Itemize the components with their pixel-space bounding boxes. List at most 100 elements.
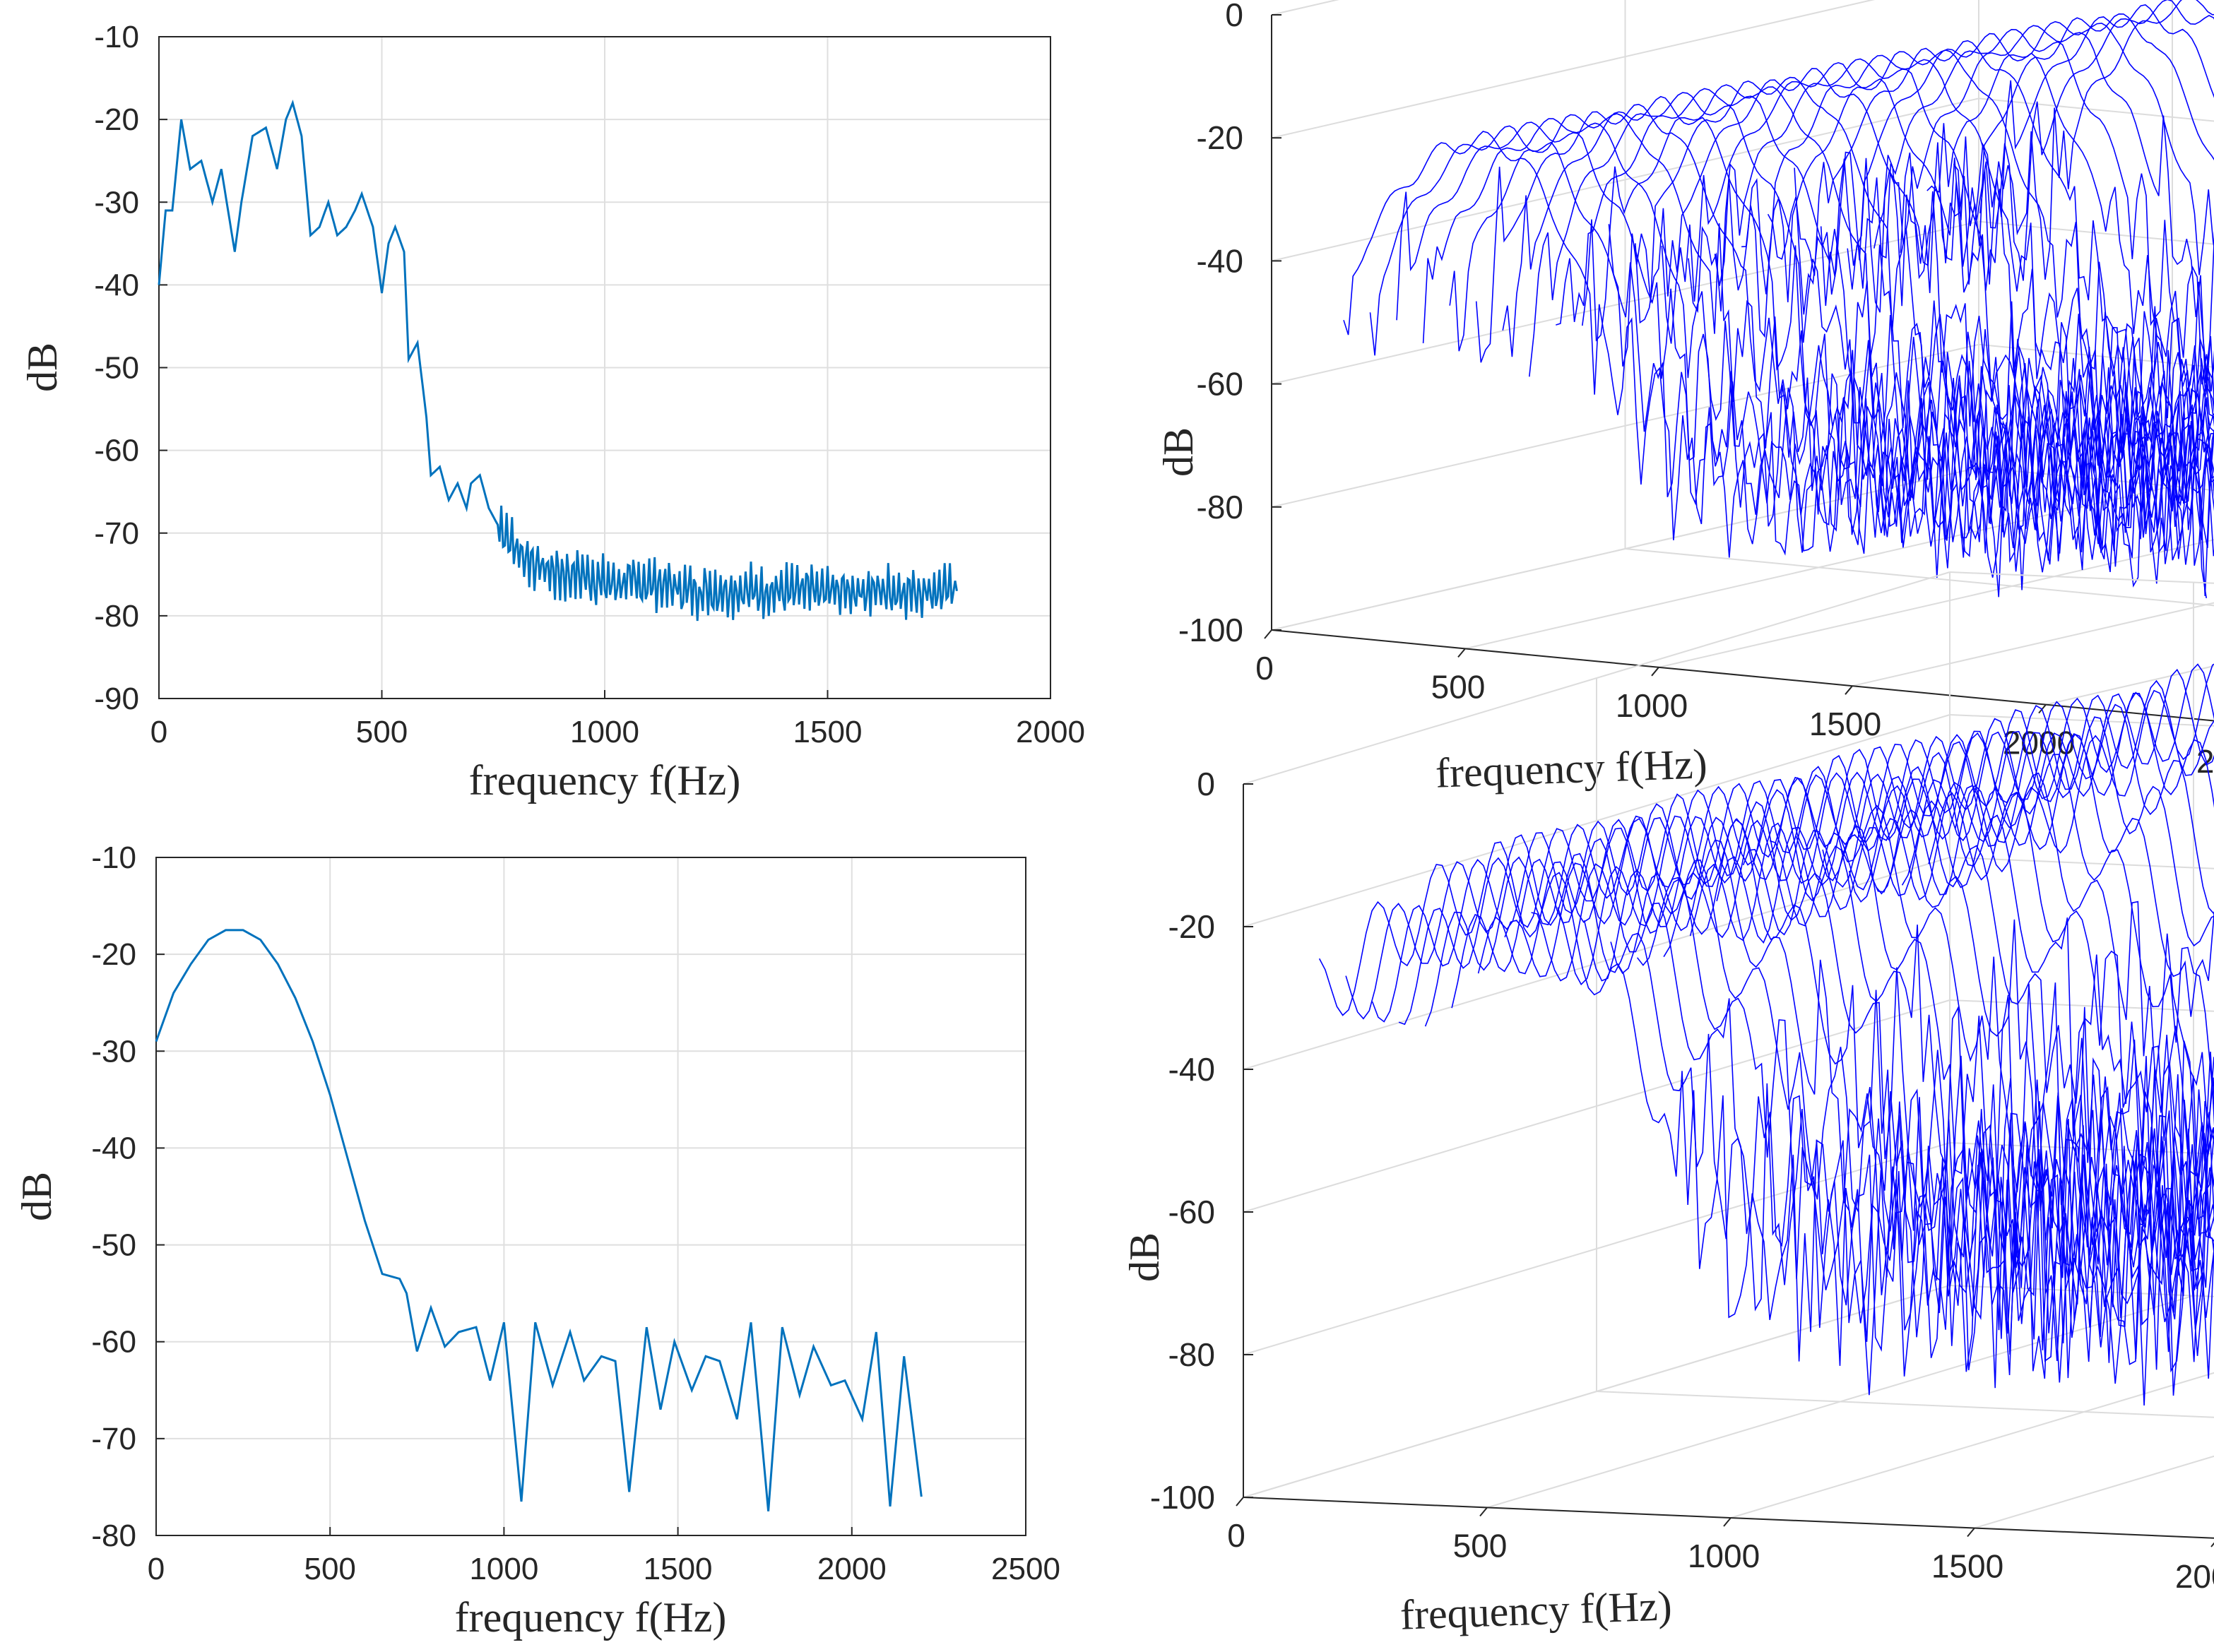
y-tick-label: -40 <box>91 1131 136 1165</box>
waterfall-series-line <box>1820 28 2214 392</box>
waterfall-series-line <box>1901 668 2214 889</box>
waterfall-series-line <box>1661 61 2214 501</box>
waterfall-series-line <box>1610 754 2214 1254</box>
plot-bottom-left-series-line <box>155 929 923 1511</box>
x-tick-mark <box>2210 1542 2214 1547</box>
plot-top-left: 0 500 1000 1500 2000 -90 -80 -70 -60 -50 -40 -30 -20… <box>19 20 1085 804</box>
z-tick-label: -60 <box>1168 1194 1215 1230</box>
z-tick-label: -100 <box>1150 1479 1215 1516</box>
waterfall-series-line <box>1451 803 2214 1350</box>
plot-bottom-right-series-lines <box>1318 663 2214 1406</box>
y-tick-label: -20 <box>94 102 139 137</box>
x-axis-line <box>1271 629 2214 722</box>
y-tick-label: -30 <box>91 1034 136 1069</box>
plot-top-right-xlabel: frequency f(Hz) <box>1435 740 1708 796</box>
plot-bottom-right-xlabel: frequency f(Hz) <box>1399 1582 1673 1638</box>
x-tick-label: 1000 <box>1616 687 1688 724</box>
z-tick-label: -40 <box>1197 242 1243 279</box>
back-wall-gridline <box>1978 220 2214 245</box>
x-tick-label: 1500 <box>644 1552 713 1586</box>
waterfall-series-line <box>1424 815 2214 1370</box>
plot-top-left-ticks: 0 500 1000 1500 2000 -90 -80 -70 -60 -50 -40 -30 -20… <box>94 20 1085 749</box>
waterfall-series-line <box>1954 663 2214 873</box>
plot-top-left-ylabel: dB <box>19 343 66 392</box>
x-axis-line <box>1243 1497 2214 1539</box>
y-tick-label: -10 <box>94 20 139 54</box>
y-tick-label: -10 <box>91 840 136 875</box>
plot-top-left-series-line <box>158 99 958 622</box>
waterfall-series-line <box>1847 25 2214 384</box>
waterfall-series-line <box>1636 749 2214 1254</box>
waterfall-series-line <box>1716 730 2214 1135</box>
y-tick-label: -50 <box>91 1228 136 1263</box>
x-tick-label: 1000 <box>1688 1538 1760 1574</box>
x-tick-label: 1500 <box>1931 1548 2003 1585</box>
floor-gridline <box>1625 548 2214 607</box>
plot-bottom-right-ylabel: dB <box>1121 1232 1168 1282</box>
waterfall-series-line <box>1635 68 2214 504</box>
y-tick-label: -60 <box>91 1325 136 1360</box>
x-tick-mark <box>1651 667 1659 677</box>
z-tick-label: -80 <box>1168 1336 1215 1373</box>
x-tick-label: 1500 <box>793 715 863 749</box>
y-tick-label: -70 <box>94 516 139 551</box>
waterfall-series-line <box>1873 20 2214 307</box>
z-tick-label: -100 <box>1178 612 1243 648</box>
x-tick-label: 1000 <box>570 715 639 749</box>
plot-top-right-waterfall: 05001000150020002500010200-20-40-60-80-1… <box>1155 0 2214 797</box>
floor-gridline <box>1974 1455 2214 1529</box>
y-tick-label: -60 <box>94 434 139 468</box>
y-tick-label: -80 <box>91 1519 136 1553</box>
back-wall-gridline <box>1978 97 2214 122</box>
plot-bottom-left-ticks: 0 500 1000 1500 2000 2500 -80 -70 -60 -50 -40 -30 -2… <box>91 840 1060 1586</box>
x-tick-label: 2000 <box>2175 1558 2214 1595</box>
floor-gridline <box>1596 1391 2214 1418</box>
floor-gridline <box>1658 539 2214 668</box>
floor-gridline <box>2045 665 2214 706</box>
x-tick-mark <box>1845 685 1853 695</box>
waterfall-series-line <box>1979 0 2214 285</box>
waterfall-series-line <box>1557 777 2214 1330</box>
x-tick-label: 500 <box>1431 668 1486 705</box>
waterfall-series-line <box>1531 785 2214 1320</box>
plot-top-right-ticks: 05001000150020002500010200-20-40-60-80-1… <box>1178 0 2214 780</box>
waterfall-series-line <box>1875 679 2214 896</box>
waterfall-series-line <box>1741 49 2214 467</box>
waterfall-series-line <box>1953 0 2214 281</box>
waterfall-series-line <box>1396 121 2214 596</box>
x-tick-label: 2500 <box>991 1552 1060 1586</box>
back-wall-gridline <box>1949 714 2214 727</box>
waterfall-series-line <box>1556 88 2214 540</box>
waterfall-series-line <box>1343 131 2181 598</box>
y-tick-label: -40 <box>94 268 139 302</box>
plot-bottom-left-xlabel: frequency f(Hz) <box>455 1594 727 1641</box>
y-tick-label: -70 <box>91 1422 136 1456</box>
waterfall-series-line <box>1477 793 2214 1353</box>
waterfall-series-line <box>1795 704 2214 947</box>
plot-bottom-right-ticks: 0500100015002000010200-20-40-60-80-100 <box>1150 766 2214 1595</box>
x-tick-label: 500 <box>356 715 408 749</box>
waterfall-series-line <box>1794 32 2214 421</box>
plot-bottom-right-axes-box <box>1243 571 2214 1539</box>
waterfall-series-line <box>1689 741 2214 1237</box>
waterfall-series-line <box>1928 663 2214 881</box>
x-tick-label: 0 <box>1227 1517 1245 1554</box>
plot-top-right-ylabel: dB <box>1155 427 1202 477</box>
z-tick-label: -80 <box>1197 489 1243 525</box>
y-tick-label: -30 <box>94 185 139 220</box>
z-tick-label: -60 <box>1197 366 1243 403</box>
back-wall-gridline <box>1949 571 2214 584</box>
y-tick-label: -50 <box>94 351 139 386</box>
waterfall-series-line <box>1769 708 2214 1017</box>
waterfall-series-line <box>1900 13 2214 280</box>
plot-bottom-right-waterfall: 0500100015002000010200-20-40-60-80-100 f… <box>1121 571 2214 1639</box>
z-tick-label: -20 <box>1168 908 1215 945</box>
back-wall-gridline <box>1949 999 2214 1012</box>
x-tick-label: 0 <box>1255 650 1274 687</box>
plot-top-right-series-lines <box>1343 0 2214 599</box>
x-tick-label: 2000 <box>1016 715 1085 749</box>
x-tick-mark <box>1264 629 1272 639</box>
waterfall-series-line <box>1926 4 2214 285</box>
x-tick-label: 2000 <box>817 1552 887 1586</box>
